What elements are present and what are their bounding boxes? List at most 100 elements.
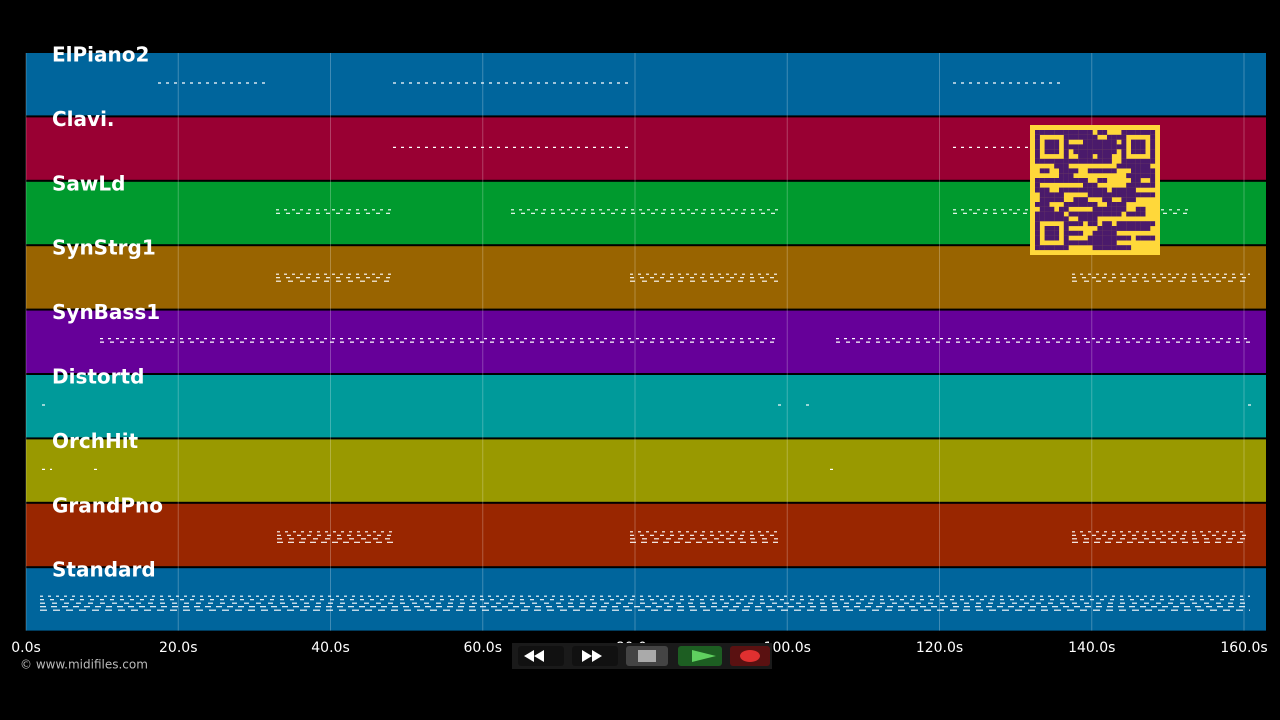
qr-module [1135, 206, 1141, 212]
qr-module [1083, 197, 1088, 203]
qr-module [1145, 226, 1151, 231]
qr-module [1039, 158, 1045, 164]
qr-module [1150, 168, 1156, 174]
qr-module [1097, 158, 1103, 164]
qr-module [1131, 211, 1136, 217]
qr-module [1068, 130, 1074, 135]
qr-module [1059, 192, 1064, 198]
qr-module [1150, 130, 1156, 135]
qr-module [1102, 206, 1108, 212]
qr-module [1044, 202, 1050, 207]
qr-module [1068, 240, 1074, 246]
qr-module [1068, 211, 1074, 217]
qr-module [1049, 206, 1055, 212]
qr-module [1049, 245, 1055, 251]
qr-module [1087, 144, 1093, 150]
qr-module [1097, 230, 1103, 236]
qr-module [1073, 240, 1079, 246]
qr-module [1107, 206, 1112, 212]
qr-module [1126, 182, 1132, 188]
qr-module [1135, 158, 1141, 164]
qr-module [1111, 134, 1117, 140]
qr-module [1107, 226, 1112, 231]
qr-module [1116, 226, 1122, 231]
qr-module [1068, 173, 1074, 179]
track-lane [26, 53, 1266, 116]
qr-module [1054, 211, 1060, 217]
track-lane [26, 503, 1266, 567]
qr-module [1135, 226, 1141, 231]
qr-module [1073, 144, 1079, 150]
qr-module [1111, 226, 1117, 231]
grid [25, 53, 1245, 631]
qr-module [1063, 216, 1069, 222]
qr-module [1039, 216, 1045, 222]
tick-label: 0.0s [11, 640, 41, 656]
qr-module [1044, 192, 1050, 198]
qr-module [1135, 235, 1141, 241]
qr-module [1078, 144, 1084, 150]
qr-module [1097, 144, 1103, 150]
qr-module [1116, 144, 1122, 150]
track-name: SawLd [52, 171, 125, 195]
qr-module [1111, 168, 1117, 174]
qr-module [1121, 130, 1127, 135]
qr-module [1054, 226, 1060, 231]
qr-module [1073, 187, 1079, 193]
qr-module [1063, 187, 1069, 193]
qr-module [1035, 226, 1040, 231]
track-name: OrchHit [52, 429, 139, 453]
forward-icon [582, 650, 602, 662]
qr-module [1116, 221, 1122, 227]
qr-module [1131, 158, 1136, 164]
qr-module [1121, 245, 1127, 251]
qr-module [1111, 206, 1117, 212]
qr-module [1121, 154, 1127, 159]
qr-module [1131, 221, 1136, 227]
qr-module [1035, 158, 1040, 164]
qr-module [1078, 197, 1084, 203]
qr-module [1035, 235, 1040, 241]
record-icon [740, 650, 760, 662]
track-lane [26, 246, 1266, 309]
qr-module [1087, 158, 1093, 164]
qr-module [1135, 149, 1141, 155]
qr-module [1035, 149, 1040, 155]
qr-module [1073, 158, 1079, 164]
qr-module [1087, 211, 1093, 217]
qr-module [1116, 235, 1122, 241]
qr-module [1107, 245, 1112, 251]
qr-module [1131, 178, 1136, 183]
qr-module [1063, 206, 1069, 212]
qr-module [1126, 158, 1132, 164]
qr-module [1039, 211, 1045, 217]
qr-module [1107, 149, 1112, 155]
qr-module [1063, 154, 1069, 159]
qr-module [1135, 130, 1141, 135]
qr-module [1059, 130, 1064, 135]
qr-module [1059, 168, 1064, 174]
qr-module [1107, 144, 1112, 150]
qr-module [1140, 206, 1146, 212]
qr-module [1087, 154, 1093, 159]
qr-module [1107, 134, 1112, 140]
qr-module [1054, 192, 1060, 198]
qr-module [1145, 182, 1151, 188]
qr-module [1121, 158, 1127, 164]
qr-module [1126, 130, 1132, 135]
qr-module [1063, 158, 1069, 164]
qr-module [1063, 221, 1069, 227]
qr-module [1140, 163, 1146, 169]
qr-module [1092, 144, 1098, 150]
qr-module [1140, 139, 1146, 145]
qr-module [1063, 245, 1069, 251]
qr-module [1107, 230, 1112, 236]
qr-module [1039, 168, 1045, 174]
controls [512, 643, 772, 669]
qr-module [1150, 149, 1156, 155]
qr-module [1102, 226, 1108, 231]
qr-module [1102, 139, 1108, 145]
tick-label: 120.0s [916, 640, 963, 656]
